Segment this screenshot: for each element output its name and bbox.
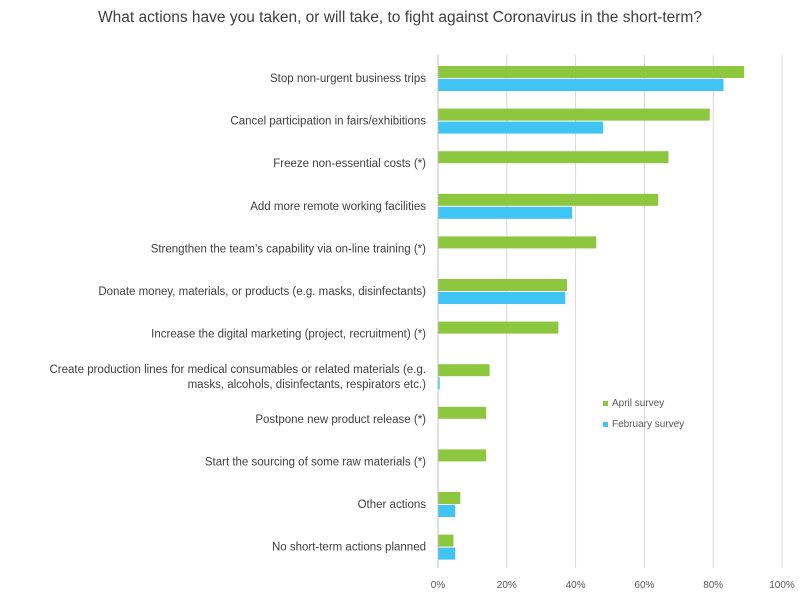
category-label: Add more remote working facilities bbox=[250, 201, 426, 213]
chart-title: What actions have you taken, or will tak… bbox=[98, 9, 702, 26]
legend-swatch-april bbox=[603, 401, 608, 406]
bar-april bbox=[438, 193, 659, 206]
category-label: Stop non-urgent business trips bbox=[270, 73, 426, 85]
x-tick-label: 0% bbox=[431, 580, 446, 591]
x-tick-label: 80% bbox=[703, 580, 723, 591]
bar-february bbox=[438, 121, 604, 134]
bar-february bbox=[438, 206, 573, 219]
bar-april bbox=[438, 492, 461, 504]
category-label: masks, alcohols, disinfectants, respirat… bbox=[188, 379, 427, 391]
legend-swatch-february bbox=[603, 422, 608, 427]
category-label: Strengthen the team’s capability via on-… bbox=[151, 243, 426, 255]
category-label: Postpone new product release (*) bbox=[255, 414, 426, 426]
bar-april bbox=[438, 279, 567, 291]
bar-april bbox=[438, 66, 745, 78]
bar-april bbox=[438, 364, 490, 377]
category-label: Create production lines for medical cons… bbox=[50, 364, 427, 376]
bar-february bbox=[438, 505, 456, 517]
bar-february bbox=[438, 292, 566, 304]
x-tick-label: 40% bbox=[566, 580, 586, 591]
x-tick-label: 60% bbox=[634, 580, 654, 591]
bar-april bbox=[438, 236, 597, 249]
bar-february bbox=[438, 547, 456, 560]
legend-label-april: April survey bbox=[612, 398, 664, 409]
bar-april bbox=[438, 534, 454, 547]
x-tick-label: 100% bbox=[769, 580, 795, 591]
bar-february bbox=[438, 79, 724, 91]
bar-april bbox=[438, 151, 669, 164]
bar-april bbox=[438, 406, 487, 419]
category-label: Increase the digital marketing (project,… bbox=[151, 329, 426, 341]
category-label: Freeze non-essential costs (*) bbox=[273, 158, 426, 170]
x-tick-label: 20% bbox=[497, 580, 517, 591]
bar-april bbox=[438, 449, 487, 462]
category-label: No short-term actions planned bbox=[272, 542, 426, 554]
category-label: Start the sourcing of some raw materials… bbox=[205, 456, 426, 468]
category-label: Donate money, materials, or products (e.… bbox=[98, 286, 426, 298]
bar-february bbox=[438, 377, 440, 390]
category-label: Other actions bbox=[358, 499, 427, 511]
category-label: Cancel participation in fairs/exhibition… bbox=[230, 116, 426, 128]
legend-label-february: February survey bbox=[612, 419, 684, 430]
bar-april bbox=[438, 321, 559, 334]
bar-april bbox=[438, 108, 710, 121]
